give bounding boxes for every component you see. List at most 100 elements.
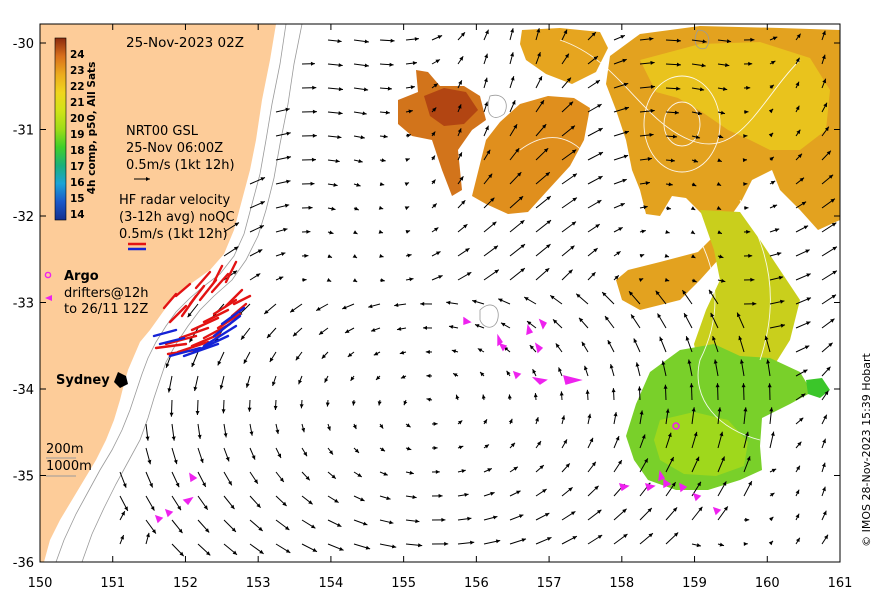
velocity-arrow-head (453, 373, 458, 377)
velocity-arrow-head (360, 135, 365, 140)
velocity-arrow-head (451, 349, 457, 354)
velocity-arrow-head (380, 447, 385, 452)
velocity-arrow-head (696, 543, 701, 548)
velocity-arrow-head (691, 407, 696, 412)
velocity-arrow-head (350, 376, 355, 381)
velocity-arrow-head (387, 86, 392, 91)
colorbar-tick-label: 24 (70, 49, 85, 61)
velocity-arrow-head (623, 154, 629, 159)
velocity-arrow-head (264, 309, 269, 314)
velocity-arrow-head (345, 329, 350, 333)
velocity-arrow-head (769, 516, 774, 522)
velocity-arrow-head (308, 500, 313, 505)
velocity-arrow-head (821, 54, 826, 60)
velocity-arrow-head (484, 77, 488, 83)
velocity-arrow-head (568, 269, 573, 274)
velocity-arrow-head (418, 543, 423, 548)
velocity-arrow-head (415, 519, 420, 524)
velocity-arrow-head (195, 411, 200, 415)
velocity-arrow-head (568, 101, 574, 106)
velocity-arrow-head (403, 400, 408, 406)
velocity-arrow-head (702, 39, 707, 44)
velocity-arrow-head (493, 245, 498, 250)
plot-frame (39, 23, 841, 563)
velocity-arrow-head (719, 254, 724, 259)
colorbar-tick-label: 14 (70, 209, 85, 221)
velocity-arrow-head (404, 206, 410, 211)
velocity-arrow-head (467, 516, 472, 521)
velocity-arrow-head (217, 360, 222, 366)
velocity-arrow-head (721, 278, 726, 283)
velocity-arrow-head (515, 148, 520, 153)
drifter-line2: to 26/11 12Z (64, 302, 148, 317)
velocity-arrow-head (744, 206, 749, 210)
velocity-arrow-head (778, 275, 784, 280)
velocity-arrow-head (228, 480, 232, 486)
velocity-arrow-head (795, 81, 800, 87)
velocity-arrow-head (120, 535, 124, 540)
velocity-arrow-head (691, 182, 697, 187)
velocity-arrow-head (629, 291, 634, 296)
velocity-arrow-head (483, 419, 487, 424)
velocity-arrow-head (822, 78, 827, 84)
velocity-arrow-head (725, 63, 730, 67)
velocity-arrow-head (689, 383, 694, 388)
velocity-arrow-head (485, 29, 489, 35)
velocity-arrow-head (699, 87, 705, 92)
velocity-arrow-head (607, 340, 612, 345)
velocity-arrow-head (572, 173, 577, 178)
velocity-arrow-head (720, 110, 725, 115)
velocity-arrow-head (308, 205, 313, 210)
velocity-arrow-head (697, 111, 703, 116)
velocity-arrow-head (624, 106, 629, 111)
velocity-arrow-head (768, 132, 774, 138)
velocity-arrow-head (602, 292, 607, 297)
velocity-arrow-head (550, 295, 555, 300)
velocity-arrow-head (718, 134, 724, 139)
velocity-arrow-head (620, 35, 625, 39)
velocity-arrow-head (684, 313, 688, 318)
sst-patch-north (520, 28, 608, 84)
velocity-arrow-head (828, 342, 833, 347)
velocity-arrow-head (312, 85, 317, 90)
hf-legend-line1: HF radar velocity (119, 193, 231, 208)
y-axis: -30 -31 -32 -33 -34 -35 -36 (13, 37, 840, 571)
velocity-arrow-head (381, 158, 386, 163)
velocity-arrow-head (538, 76, 542, 81)
velocity-arrow-head (648, 533, 653, 538)
velocity-arrow-head (622, 178, 627, 183)
velocity-arrow-head (484, 101, 488, 107)
drifter-trails (154, 316, 722, 524)
velocity-arrow-head (351, 401, 356, 406)
velocity-arrow-head (420, 301, 425, 306)
hf-radar-legend: HF radar velocity (3-12h avg) noQC 0.5m/… (119, 193, 235, 251)
velocity-arrow-head (539, 465, 544, 470)
velocity-arrow-head (316, 306, 321, 311)
velocity-arrow-head (368, 304, 373, 309)
velocity-arrow-head (312, 133, 317, 138)
velocity-arrow-head (327, 426, 331, 431)
velocity-arrow-head (379, 254, 384, 258)
velocity-arrow-head (285, 526, 290, 530)
velocity-arrow-head (687, 359, 692, 364)
velocity-arrow-head (797, 153, 802, 158)
velocity-arrow-head (544, 268, 550, 273)
velocity-arrow-head (333, 182, 338, 187)
velocity-arrow-head (611, 388, 616, 393)
velocity-arrow-head (444, 541, 449, 546)
velocity-arrow-head (750, 277, 755, 282)
velocity-arrow-head (743, 542, 748, 546)
velocity-arrow-head (722, 86, 728, 91)
velocity-arrow-head (639, 410, 644, 415)
velocity-arrow-head (801, 201, 807, 206)
hf-legend-line2: (3-12h avg) noQC (119, 210, 235, 225)
velocity-arrow-head (544, 513, 550, 517)
velocity-arrow-head (165, 363, 170, 368)
velocity-arrow-head (269, 357, 274, 362)
velocity-arrow-head (576, 293, 581, 298)
velocity-arrow-head (527, 321, 532, 326)
velocity-arrow-head (434, 227, 439, 232)
velocity-arrow-head (597, 200, 602, 204)
velocity-arrow-head (618, 460, 622, 465)
velocity-arrow-head (672, 134, 677, 139)
